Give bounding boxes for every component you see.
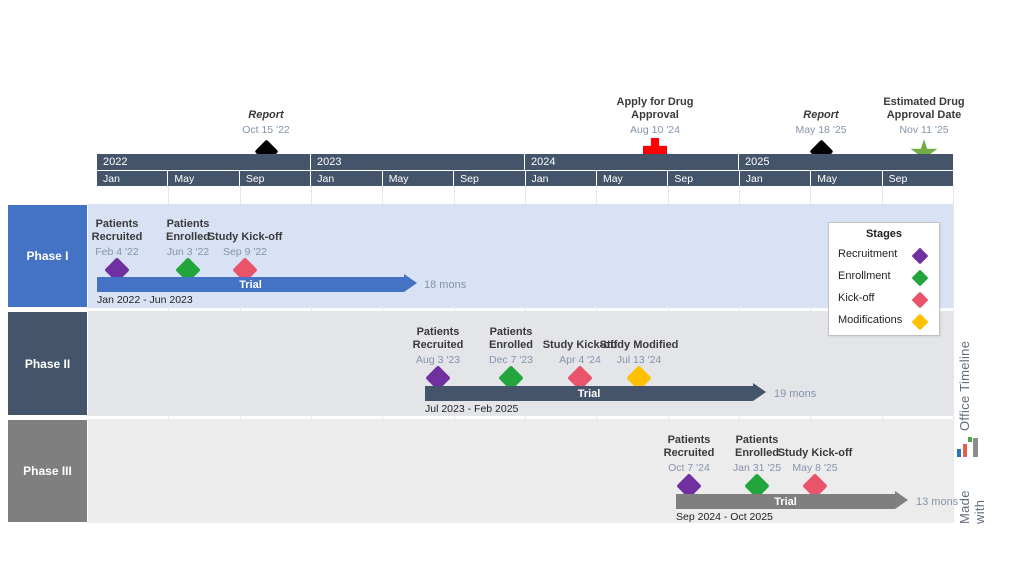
axis-milestone-title: Estimated Drug Approval Date <box>883 96 965 121</box>
phase3-duration: 13 mons <box>916 496 959 508</box>
axis-month: Jan <box>97 171 169 186</box>
legend-label: Modifications <box>838 314 903 326</box>
axis-milestone-title: Report <box>803 109 839 121</box>
axis-year: 2024 <box>525 154 739 170</box>
phase2-date-range: Jul 2023 - Feb 2025 <box>425 403 519 415</box>
legend-label: Enrollment <box>838 270 891 282</box>
recruitment-diamond-icon <box>911 247 929 265</box>
axis-year-band: 2022 2023 2024 2025 <box>97 154 953 170</box>
phase1-label-box[interactable]: Phase I <box>8 205 87 307</box>
milestone-date: Aug 3 '23 <box>415 354 461 366</box>
axis-month: Sep <box>239 171 312 186</box>
milestone-title: Study Kick-off <box>542 339 618 351</box>
legend-item: Recruitment <box>829 247 939 265</box>
axis-milestone-title: Report <box>248 109 284 121</box>
milestone-date: Sep 9 '22 <box>222 246 268 258</box>
axis-month: Sep <box>668 171 740 186</box>
legend-item: Kick-off <box>829 291 939 309</box>
modifications-diamond-icon <box>911 313 929 331</box>
axis-milestone-date: Aug 10 '24 <box>630 124 680 136</box>
milestone-date: Jun 3 '22 <box>166 246 210 258</box>
phase1-bar-arrow-icon[interactable] <box>404 274 417 292</box>
milestone-title: Patients Recruited <box>663 434 715 459</box>
axis-month: Jan <box>525 171 597 186</box>
axis-month: May <box>168 171 240 186</box>
phase3-bar-arrow-icon[interactable] <box>895 491 908 509</box>
legend-label: Kick-off <box>838 292 875 304</box>
legend-label: Recruitment <box>838 248 898 260</box>
legend-title: Stages <box>865 228 903 240</box>
axis-year: 2025 <box>739 154 953 170</box>
axis-milestone-date: Oct 15 '22 <box>242 124 290 136</box>
milestone-date: Dec 7 '23 <box>488 354 534 366</box>
phase1-date-range: Jan 2022 - Jun 2023 <box>97 294 193 306</box>
axis-month: May <box>811 171 883 186</box>
kickoff-diamond-icon <box>911 291 929 309</box>
office-timeline-logo-icon[interactable] <box>956 437 978 459</box>
milestone-title: Patients Recruited <box>91 218 143 243</box>
axis-year: 2023 <box>311 154 525 170</box>
axis-milestone-date: May 18 '25 <box>795 124 847 136</box>
phase3-label-box[interactable]: Phase III <box>8 420 87 522</box>
legend-item: Modifications <box>829 313 939 331</box>
milestone-date: Jan 31 '25 <box>732 462 782 474</box>
axis-month: Jan <box>311 171 383 186</box>
enrollment-diamond-icon <box>911 269 929 287</box>
phase3-date-range: Sep 2024 - Oct 2025 <box>676 511 773 523</box>
axis-milestone-date: Nov 11 '25 <box>899 124 949 136</box>
milestone-date: Oct 7 '24 <box>668 462 710 474</box>
milestone-date: May 8 '25 <box>792 462 838 474</box>
phase2-trial-bar[interactable]: Trial <box>425 386 753 401</box>
branding-office-timeline[interactable]: Office Timeline <box>957 340 972 431</box>
stages-legend[interactable]: Stages Recruitment Enrollment Kick-off M… <box>828 222 940 336</box>
phase2-duration: 19 mons <box>774 388 817 400</box>
milestone-title: Patients Recruited <box>412 326 464 351</box>
milestone-title: Study Modified <box>599 339 679 351</box>
milestone-date: Feb 4 '22 <box>95 246 139 258</box>
legend-item: Enrollment <box>829 269 939 287</box>
axis-month: Sep <box>454 171 526 186</box>
milestone-date: Jul 13 '24 <box>616 354 662 366</box>
axis-month: May <box>596 171 669 186</box>
axis-milestone-title: Apply for Drug Approval <box>616 96 694 121</box>
phase1-trial-bar[interactable]: Trial <box>97 277 404 292</box>
branding-made-with[interactable]: Made with <box>957 490 987 524</box>
axis-month: Jan <box>739 171 812 186</box>
milestone-title: Patients Enrolled <box>165 218 210 243</box>
phase3-trial-bar[interactable]: Trial <box>676 494 895 509</box>
milestone-title: Study Kick-off <box>207 231 283 243</box>
milestone-title: Patients Enrolled <box>734 434 779 459</box>
axis-year: 2022 <box>97 154 311 170</box>
milestone-title: Study Kick-off <box>777 447 853 459</box>
axis-month-band: Jan May Sep Jan May Sep Jan May Sep Jan … <box>97 171 954 186</box>
phase2-label-box[interactable]: Phase II <box>8 312 87 415</box>
axis-month: May <box>382 171 455 186</box>
phase1-duration: 18 mons <box>424 279 467 291</box>
phase2-bar-arrow-icon[interactable] <box>753 383 766 401</box>
milestone-title: Patients Enrolled <box>488 326 533 351</box>
axis-month: Sep <box>882 171 954 186</box>
milestone-date: Apr 4 '24 <box>559 354 601 366</box>
